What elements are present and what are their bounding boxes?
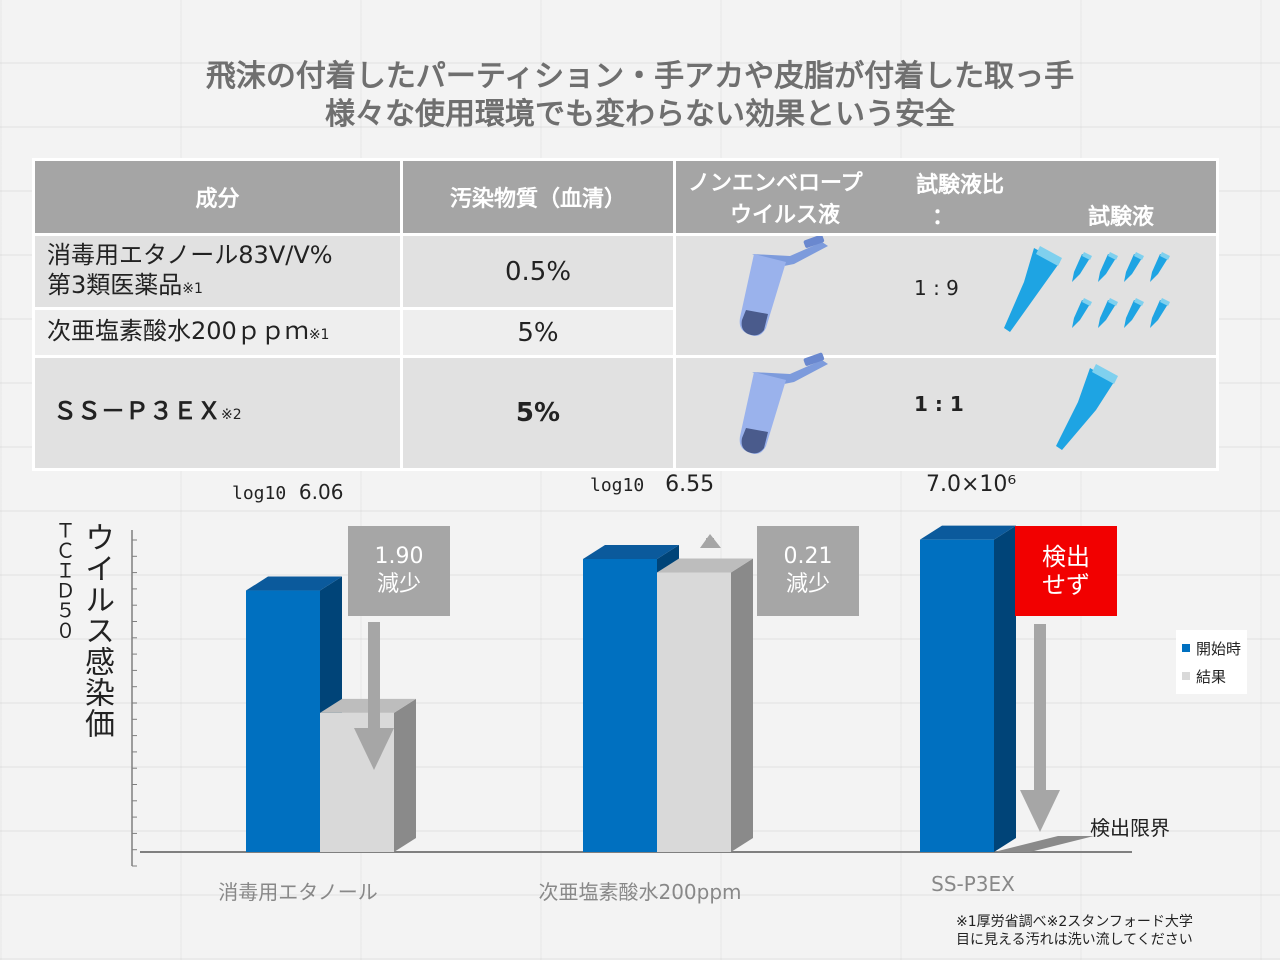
hypochlorous-note: ※1 <box>308 326 330 343</box>
start-label-hypochlorous: log10 6.55 <box>590 472 714 497</box>
header-virus-ratio: ノンエンベロープ ウイルス液 試験液比 ： 試験液 <box>673 158 1219 236</box>
ratio-1-9: 1 : 9 <box>914 276 959 300</box>
row-ssp3ex-contaminant: 5% <box>400 355 676 471</box>
ratio-1-1: 1 : 1 <box>914 392 964 416</box>
ethanol-name-line2: 第3類医薬品 <box>47 270 183 299</box>
y-axis-label-tcid50: ＴＣＩＤ５０ <box>52 520 76 640</box>
callout-ethanol-text: 減少 <box>376 572 421 597</box>
detection-limit-label: 検出限界 <box>1090 816 1170 840</box>
hypochlorous-name: 次亜塩素酸水200ｐｐｍ <box>47 316 309 345</box>
ethanol-note: ※1 <box>182 280 203 297</box>
reduction-arrow-ethanol-head <box>354 728 394 770</box>
header-virus-line2: ウイルス液 <box>730 203 841 228</box>
header-ingredient: 成分 <box>32 158 403 236</box>
legend-label-start: 開始時 <box>1196 639 1242 658</box>
row-ethanol-contaminant: 0.5% <box>400 233 676 310</box>
pipette-icons-nine <box>1004 246 1170 332</box>
start-label-ethanol-prefix: log10 <box>232 483 287 504</box>
bar-start-1 <box>583 558 657 852</box>
bar-result-1-side <box>731 558 753 852</box>
start-label-ssp3ex: 7.0×10⁶ <box>926 472 1017 497</box>
footnote: ※1厚労省調べ※2スタンフォード大学 目に見える汚れは洗い流してください <box>956 913 1193 949</box>
category-label-hypochlorous: 次亜塩素酸水200ppm <box>538 880 742 904</box>
virus-tube-icon <box>739 236 828 336</box>
row-hypochlorous-contaminant: 5% <box>400 307 676 358</box>
footnote-line1: ※1厚労省調べ※2スタンフォード大学 <box>956 914 1193 930</box>
legend-label-result: 結果 <box>1196 667 1227 686</box>
bar-start-2 <box>920 539 994 852</box>
callout-not-detected-line2: せず <box>1042 571 1090 599</box>
header-test-liquid: 試験液 <box>1088 205 1155 230</box>
header-ratio-colon: ： <box>932 205 955 230</box>
start-label-hypochlorous-prefix: log10 <box>590 475 645 496</box>
category-label-ssp3ex: SS-P3EX <box>931 872 1015 896</box>
header-virus-line1: ノンエンベロープ <box>688 171 863 196</box>
page-title: 飛沫の付着したパーティション・手アカや皮脂が付着した取っ手 様々な使用環境でも変… <box>0 58 1280 134</box>
y-axis-label-infectivity: ウイルス感染価 <box>79 522 114 739</box>
comparison-table: 成分 汚染物質（血清） ノンエンベロープ ウイルス液 試験液比 ： 試験液 消毒… <box>32 158 1219 471</box>
reduction-arrow-hypochlorous-shaft <box>706 538 714 548</box>
virus-tube-icon-2 <box>739 352 828 454</box>
callout-not-detected: 検出 せず <box>1015 526 1117 616</box>
callout-ethanol-reduction: 1.90 減少 <box>348 526 450 616</box>
bar-start-1-top <box>583 544 679 559</box>
reduction-arrow-ethanol-shaft <box>368 622 380 730</box>
start-label-ethanol: log10 6.06 <box>232 480 343 504</box>
bar-start-0-top <box>246 576 342 591</box>
ssp3ex-name: ＳＳ－Ｐ３ＥＸ <box>53 397 221 425</box>
chart-legend: 開始時 結果 <box>1176 630 1248 694</box>
row-ethanol-name: 消毒用エタノール83V/V% 第3類医薬品※1 <box>32 233 403 310</box>
bar-start-0 <box>246 590 320 852</box>
legend-swatch-result <box>1182 672 1190 680</box>
title-line-1: 飛沫の付着したパーティション・手アカや皮脂が付着した取っ手 <box>205 59 1075 94</box>
callout-hypochlorous-text: 減少 <box>785 572 830 597</box>
header-contaminant: 汚染物質（血清） <box>400 158 676 236</box>
bar-result-1 <box>657 572 731 852</box>
reduction-arrow-ssp3ex-shaft <box>1034 624 1046 792</box>
ssp3ex-note: ※2 <box>221 407 242 423</box>
callout-ethanol-value: 1.90 <box>374 544 424 569</box>
legend-swatch-start <box>1182 644 1190 652</box>
row-ssp3ex-name: ＳＳ－Ｐ３ＥＸ※2 <box>32 355 403 471</box>
pipette-icon-one <box>1056 364 1118 450</box>
callout-not-detected-line1: 検出 <box>1042 543 1090 571</box>
bar-result-2 <box>994 836 1094 852</box>
bar-result-1-top <box>657 558 753 573</box>
category-label-ethanol: 消毒用エタノール <box>218 880 378 904</box>
callout-hypochlorous-value: 0.21 <box>783 544 833 569</box>
header-ratio-label: 試験液比 <box>916 173 1005 198</box>
callout-hypochlorous-reduction: 0.21 減少 <box>757 526 859 616</box>
title-line-2: 様々な使用環境でも変わらない効果という安全 <box>325 97 955 132</box>
bar-start-2-side <box>994 525 1016 852</box>
legend-item-start: 開始時 <box>1182 634 1241 662</box>
footnote-line2: 目に見える汚れは洗い流してください <box>956 932 1193 948</box>
legend-item-result: 結果 <box>1182 662 1241 690</box>
ethanol-name-line1: 消毒用エタノール83V/V% <box>47 240 333 269</box>
start-label-hypochlorous-value: 6.55 <box>665 472 715 497</box>
reduction-arrow-ssp3ex-head <box>1020 790 1060 832</box>
start-label-ethanol-value: 6.06 <box>298 480 344 504</box>
bar-result-0-side <box>394 698 416 852</box>
bar-start-2-top <box>920 525 1016 540</box>
row-hypochlorous-name: 次亜塩素酸水200ｐｐｍ※1 <box>32 307 403 358</box>
